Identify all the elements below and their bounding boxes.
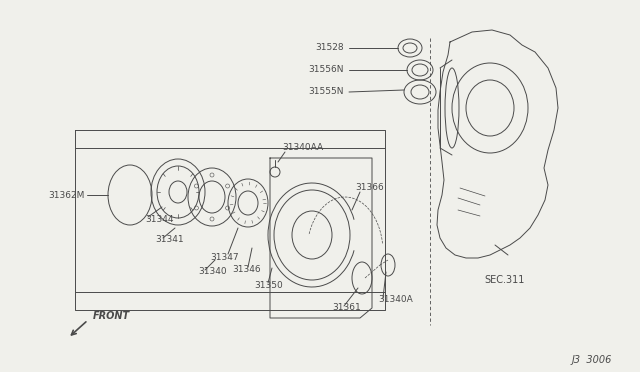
Text: 31556N: 31556N: [308, 65, 344, 74]
Text: 31340: 31340: [198, 267, 227, 276]
Text: 31362M: 31362M: [49, 190, 85, 199]
Text: 31341: 31341: [155, 235, 184, 244]
Text: J3  3006: J3 3006: [572, 355, 612, 365]
Text: 31350: 31350: [254, 282, 283, 291]
Text: 31340AA: 31340AA: [282, 144, 323, 153]
Text: 31340A: 31340A: [378, 295, 413, 305]
Text: SEC.311: SEC.311: [485, 275, 525, 285]
Text: 31347: 31347: [210, 253, 239, 262]
Text: 31528: 31528: [316, 44, 344, 52]
Text: 31346: 31346: [232, 266, 260, 275]
Text: 31555N: 31555N: [308, 87, 344, 96]
Text: FRONT: FRONT: [93, 311, 130, 321]
Text: 31361: 31361: [332, 304, 361, 312]
Text: 31344: 31344: [145, 215, 173, 224]
Text: 31366: 31366: [355, 183, 384, 192]
